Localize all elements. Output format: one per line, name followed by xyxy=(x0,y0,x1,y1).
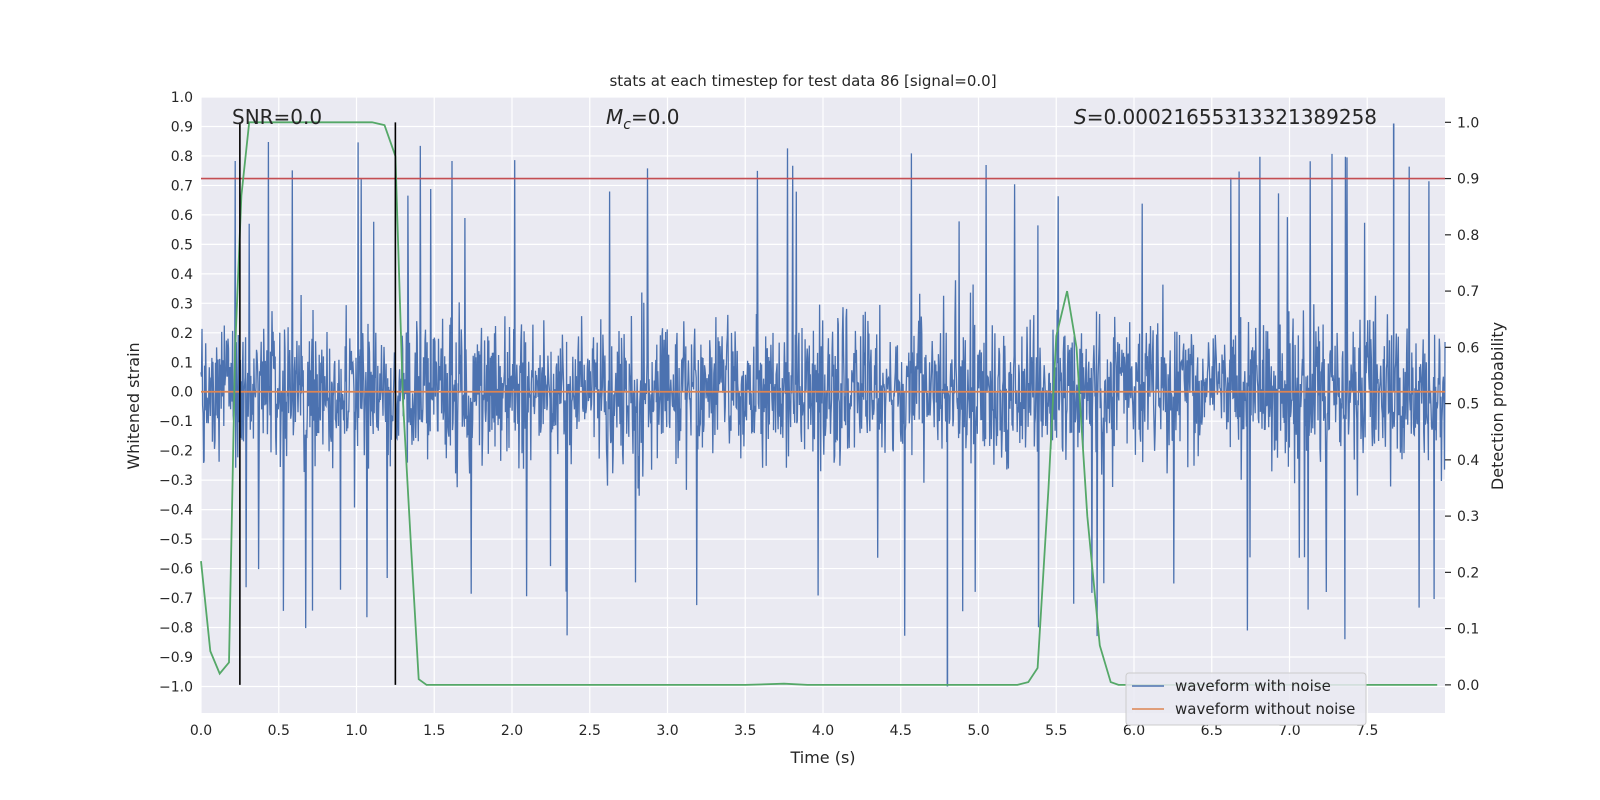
chart-title: stats at each timestep for test data 86 … xyxy=(609,72,996,90)
y-tick-label: −0.9 xyxy=(159,650,193,666)
y-tick-label: 0.1 xyxy=(171,355,193,371)
y-tick-label: 0.3 xyxy=(171,296,193,312)
legend-box xyxy=(1125,672,1367,726)
x-tick-label: 7.5 xyxy=(1356,723,1378,739)
legend-label-clean: waveform without noise xyxy=(1175,700,1355,718)
y-tick-label: −0.6 xyxy=(159,562,193,578)
y2-tick-label: 0.0 xyxy=(1457,678,1479,694)
x-tick-label: 3.0 xyxy=(656,723,678,739)
y2-tick-label: 0.3 xyxy=(1457,509,1479,525)
y-tick-label: 1.0 xyxy=(171,90,193,106)
y-tick-label: 0.2 xyxy=(171,326,193,342)
y2-tick-label: 1.0 xyxy=(1457,115,1479,131)
x-tick-label: 4.5 xyxy=(890,723,912,739)
y2-tick-label: 0.1 xyxy=(1457,622,1479,638)
noise-series xyxy=(200,123,1446,687)
y-tick-label: −0.1 xyxy=(159,414,193,430)
y-tick-label: 0.6 xyxy=(171,208,193,224)
mc-subscript: c xyxy=(623,117,631,133)
x-tick-label: 6.5 xyxy=(1201,723,1223,739)
x-tick-label: 0.5 xyxy=(268,723,290,739)
x-axis-label: Time (s) xyxy=(789,748,855,767)
y-tick-label: 0.5 xyxy=(171,237,193,253)
y-tick-label: −0.5 xyxy=(159,532,193,548)
y-tick-label: −0.8 xyxy=(159,621,193,637)
y2-tick-label: 0.5 xyxy=(1457,397,1479,413)
y2-axis-label: Detection probability xyxy=(1488,322,1507,490)
probability-curve xyxy=(200,121,1438,686)
noise-waveform-line xyxy=(200,141,1446,640)
x-tick-label: 5.0 xyxy=(967,723,989,739)
x-tick-label: 4.0 xyxy=(812,723,834,739)
y-axis-label: Whitened strain xyxy=(124,342,143,469)
legend-label-noise: waveform with noise xyxy=(1175,677,1331,695)
y-tick-label: 0.9 xyxy=(171,119,193,135)
y2-tick-label: 0.4 xyxy=(1457,453,1479,469)
y-tick-label: 0.0 xyxy=(171,385,193,401)
y-tick-label: 0.4 xyxy=(171,267,193,283)
overlay-lines xyxy=(200,121,1445,686)
y-tick-label: −0.4 xyxy=(159,503,193,519)
y2-tick-label: 0.6 xyxy=(1457,340,1479,356)
x-tick-label: 7.0 xyxy=(1278,723,1300,739)
x-tick-label: 2.5 xyxy=(579,723,601,739)
x-tick-label: 5.5 xyxy=(1045,723,1067,739)
x-tick-label: 0.0 xyxy=(190,723,212,739)
axes: 0.0 0.5 1.0 1.5 2.0 2.5 3.0 3.5 4.0 4.5 5.0 5.5 6.0 6… xyxy=(159,90,1479,739)
x-tick-label: 6.0 xyxy=(1123,723,1145,739)
s-symbol: S xyxy=(1074,105,1087,129)
y-tick-label: −0.2 xyxy=(159,444,193,460)
y2-tick-label: 0.7 xyxy=(1457,284,1479,300)
x-tick-label: 1.0 xyxy=(345,723,367,739)
y2-tick-label: 0.2 xyxy=(1457,565,1479,581)
y-tick-label: −1.0 xyxy=(159,679,193,695)
x-tick-label: 1.5 xyxy=(423,723,445,739)
y-tick-label: 0.8 xyxy=(171,149,193,165)
mc-symbol: M xyxy=(606,105,623,129)
x-tick-label: 3.5 xyxy=(734,723,756,739)
mc-annotation: Mc=0.0 xyxy=(606,105,680,133)
y-tick-label: −0.3 xyxy=(159,473,193,489)
y-tick-label: −0.7 xyxy=(159,591,193,607)
s-annotation: S=0.00021655313321389258 xyxy=(1074,105,1377,129)
x-tick-label: 2.0 xyxy=(501,723,523,739)
y2-tick-label: 0.8 xyxy=(1457,228,1479,244)
y-tick-label: 0.7 xyxy=(171,178,193,194)
mc-value: =0.0 xyxy=(631,105,680,129)
snr-annotation: SNR=0.0 xyxy=(232,105,322,129)
s-value: =0.00021655313321389258 xyxy=(1087,105,1377,129)
legend: waveform with noise waveform without noi… xyxy=(1125,672,1367,726)
y2-tick-label: 0.9 xyxy=(1457,172,1479,188)
